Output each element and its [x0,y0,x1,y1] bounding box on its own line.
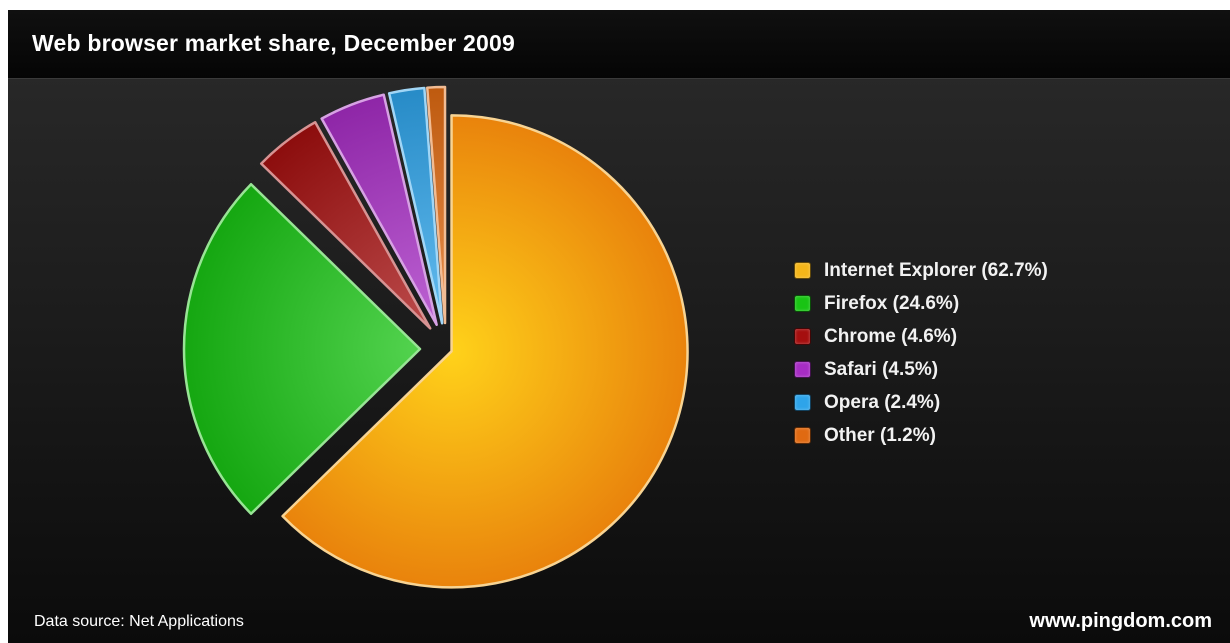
pie-slice-opera [387,86,444,325]
pie-slice-other [425,85,447,325]
legend-label: Chrome (4.6%) [824,325,958,347]
title-bar: Web browser market share, December 2009 [8,10,1230,79]
legend-swatch [794,361,811,378]
legend-item: Chrome (4.6%) [794,320,1048,353]
data-source-note: Data source: Net Applications [34,613,244,630]
legend-label: Opera (2.4%) [824,391,941,413]
legend-item: Other (1.2%) [794,419,1048,452]
legend-swatch [794,328,811,345]
legend-item: Firefox (24.6%) [794,287,1048,320]
legend-label: Safari (4.5%) [824,358,939,380]
pie-chart [182,85,689,589]
legend-swatch [794,394,811,411]
chart-legend: Internet Explorer (62.7%) Firefox (24.6%)… [794,254,1048,452]
legend-swatch [794,262,811,279]
pie-slice-internet-explorer [281,114,689,589]
pie-slice-firefox [182,182,422,516]
site-url: www.pingdom.com [1029,610,1212,632]
legend-item: Internet Explorer (62.7%) [794,254,1048,287]
legend-swatch [794,427,811,444]
chart-frame: Web browser market share, December 2009 … [8,10,1230,643]
pie-slice-safari [320,93,438,326]
legend-label: Other (1.2%) [824,424,936,446]
legend-label: Internet Explorer (62.7%) [824,259,1048,281]
legend-item: Opera (2.4%) [794,386,1048,419]
legend-label: Firefox (24.6%) [824,292,960,314]
chart-title: Web browser market share, December 2009 [32,30,515,56]
pie-slice-chrome [259,121,432,330]
legend-item: Safari (4.5%) [794,353,1048,386]
legend-swatch [794,295,811,312]
